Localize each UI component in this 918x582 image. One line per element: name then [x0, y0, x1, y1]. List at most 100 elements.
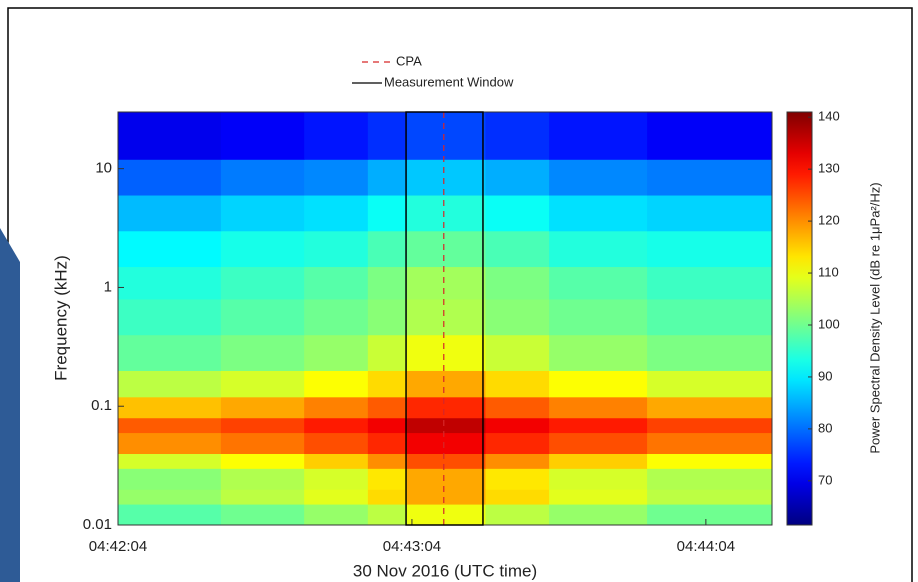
heatmap-cell [485, 468, 550, 490]
heatmap-cell [407, 489, 486, 505]
heatmap-cell [549, 417, 648, 434]
heatmap-cell [118, 489, 222, 505]
heatmap-cell [647, 195, 773, 232]
heatmap-cell [549, 195, 648, 232]
heatmap-cell [367, 417, 408, 434]
heatmap-cell [304, 298, 369, 336]
heatmap-cell [220, 230, 305, 268]
colorbar-tick-label: 90 [818, 368, 832, 383]
heatmap-cell [304, 334, 369, 371]
heatmap-cell [549, 432, 648, 454]
heatmap-cell [647, 396, 773, 419]
heatmap-cell [304, 396, 369, 419]
heatmap-cell [485, 195, 550, 232]
heatmap-cell [118, 112, 222, 160]
heatmap-cell [304, 230, 369, 268]
heatmap-cell [118, 370, 222, 398]
heatmap-cell [220, 453, 305, 469]
heatmap-cell [407, 417, 486, 434]
heatmap-cell [220, 112, 305, 160]
heatmap-cell [304, 504, 369, 526]
heatmap-cell [220, 195, 305, 232]
heatmap-cell [549, 230, 648, 268]
heatmap-cell [485, 159, 550, 196]
plot-area [118, 112, 773, 526]
heatmap-cell [485, 453, 550, 469]
heatmap-cell [485, 489, 550, 505]
heatmap-cell [367, 468, 408, 490]
x-axis-label: 30 Nov 2016 (UTC time) [353, 561, 537, 580]
heatmap-cell [485, 112, 550, 160]
x-tick-label: 04:42:04 [89, 538, 147, 555]
colorbar-tick-label: 120 [818, 213, 840, 228]
heatmap-cell [220, 298, 305, 336]
heatmap-cell [549, 159, 648, 196]
colorbar-tick-label: 100 [818, 316, 840, 331]
heatmap-cell [118, 195, 222, 232]
colorbar [786, 111, 813, 526]
heatmap-cell [647, 112, 773, 160]
y-axis-label: Frequency (kHz) [51, 255, 70, 381]
heatmap-cell [407, 504, 486, 526]
heatmap-cell [549, 370, 648, 398]
y-tick-label: 0.01 [83, 516, 112, 533]
heatmap-cell [647, 159, 773, 196]
heatmap-cell [118, 266, 222, 300]
heatmap-cell [407, 159, 486, 196]
heatmap-cell [647, 334, 773, 371]
heatmap-cell [118, 298, 222, 336]
heatmap-cell [367, 432, 408, 454]
heatmap-cell [304, 266, 369, 300]
heatmap-cell [549, 112, 648, 160]
heatmap-cell [407, 195, 486, 232]
heatmap-cell [118, 334, 222, 371]
heatmap-cell [549, 266, 648, 300]
heatmap-cell [407, 298, 486, 336]
heatmap-cell [220, 504, 305, 526]
heatmap-cell [647, 370, 773, 398]
heatmap-cell [485, 432, 550, 454]
heatmap-cell [367, 112, 408, 160]
legend-label: CPA [396, 53, 422, 68]
heatmap-cell [407, 396, 486, 419]
heatmap-cell [549, 504, 648, 526]
heatmap-cell [367, 195, 408, 232]
heatmap-cell [220, 432, 305, 454]
heatmap-cell [485, 230, 550, 268]
heatmap-cell [304, 432, 369, 454]
x-tick-label: 04:43:04 [383, 538, 441, 555]
heatmap-cell [367, 504, 408, 526]
heatmap-cell [549, 298, 648, 336]
heatmap-cell [304, 489, 369, 505]
heatmap-cell [407, 468, 486, 490]
heatmap-cell [304, 159, 369, 196]
colorbar-tick-label: 110 [818, 264, 839, 279]
heatmap-cell [549, 334, 648, 371]
heatmap-cell [647, 230, 773, 268]
heatmap-cell [220, 370, 305, 398]
heatmap-cell [220, 396, 305, 419]
heatmap-cell [647, 432, 773, 454]
heatmap-cell [485, 298, 550, 336]
heatmap-cell [118, 417, 222, 434]
heatmap-cell [407, 112, 486, 160]
heatmap-cell [118, 453, 222, 469]
heatmap-cell [367, 489, 408, 505]
heatmap-cell [485, 504, 550, 526]
heatmap-cell [367, 266, 408, 300]
legend-label: Measurement Window [384, 74, 514, 89]
heatmap-cell [647, 504, 773, 526]
heatmap-cell [549, 396, 648, 419]
heatmap-cell [367, 453, 408, 469]
heatmap-cell [304, 370, 369, 398]
heatmap-cell [485, 417, 550, 434]
heatmap-cell [118, 468, 222, 490]
heatmap-cell [647, 417, 773, 434]
colorbar-label: Power Spectral Density Level (dB re 1μPa… [867, 182, 882, 453]
y-tick-label: 1 [104, 278, 112, 295]
heatmap-cell [407, 334, 486, 371]
heatmap-cell [220, 266, 305, 300]
colorbar-tick-label: 70 [818, 472, 832, 487]
heatmap-cell [304, 453, 369, 469]
